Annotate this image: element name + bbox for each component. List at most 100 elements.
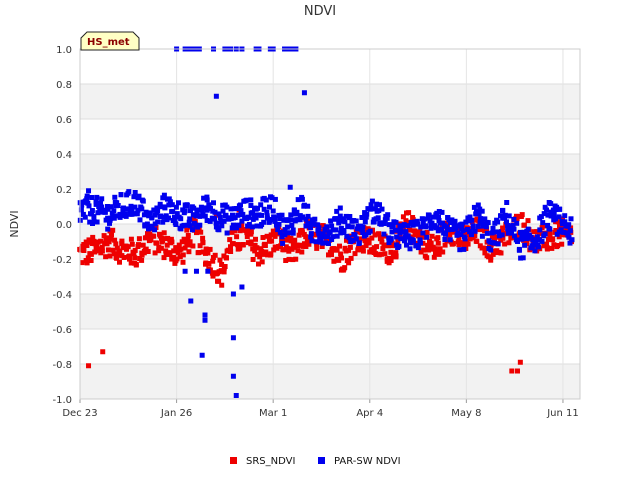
data-point — [560, 216, 565, 222]
data-point — [545, 212, 551, 218]
data-point — [308, 234, 314, 240]
data-point — [191, 220, 197, 226]
data-point — [93, 199, 99, 205]
data-point — [146, 226, 151, 232]
data-point — [346, 260, 352, 266]
data-point — [248, 197, 254, 203]
data-point — [219, 262, 225, 267]
data-point — [542, 223, 548, 229]
data-point — [167, 250, 173, 256]
data-point — [224, 230, 230, 236]
data-point — [347, 244, 353, 250]
data-point — [239, 218, 245, 224]
data-point — [117, 248, 123, 254]
plot-band — [80, 84, 580, 119]
data-point — [329, 252, 334, 258]
data-point — [315, 228, 321, 234]
data-point — [374, 244, 380, 250]
data-point — [219, 282, 225, 288]
data-point — [107, 253, 113, 259]
data-point — [142, 223, 148, 229]
data-point — [356, 240, 362, 246]
data-point — [539, 238, 545, 244]
data-point — [447, 232, 453, 238]
data-point — [376, 208, 382, 214]
data-point — [276, 212, 282, 218]
x-tick-label: Mar 1 — [259, 408, 287, 419]
data-point — [318, 237, 324, 243]
data-point — [240, 211, 246, 217]
data-point — [329, 237, 335, 242]
data-point — [420, 234, 426, 240]
data-point — [249, 224, 255, 230]
data-point — [315, 222, 321, 228]
data-point — [346, 215, 352, 221]
data-point — [186, 242, 192, 248]
data-point — [282, 237, 288, 243]
data-point — [94, 243, 99, 249]
data-point — [472, 233, 478, 239]
data-point — [436, 218, 442, 223]
data-point — [230, 222, 236, 228]
data-point — [112, 194, 118, 200]
data-point — [336, 216, 342, 222]
data-point — [435, 235, 441, 241]
data-point — [84, 196, 90, 202]
data-point — [110, 247, 116, 253]
data-point — [114, 255, 120, 261]
data-point — [166, 202, 172, 208]
data-point — [204, 218, 210, 223]
y-axis-label: NDVI — [8, 210, 21, 237]
data-point — [375, 231, 381, 237]
data-point — [346, 247, 352, 253]
data-point — [250, 257, 256, 262]
data-point — [164, 242, 170, 248]
data-point — [340, 216, 346, 222]
data-point — [166, 196, 172, 202]
outlier-point — [213, 93, 219, 99]
data-point — [309, 238, 315, 244]
data-point — [417, 240, 423, 246]
x-tick-label: Apr 4 — [356, 408, 383, 419]
data-point — [457, 247, 463, 253]
data-point — [157, 231, 162, 237]
data-point — [532, 248, 538, 254]
outlier-point — [193, 268, 199, 274]
data-point — [378, 234, 384, 240]
data-point — [91, 218, 97, 224]
data-point — [495, 219, 501, 225]
outlier-point — [301, 90, 307, 96]
data-point — [490, 225, 496, 231]
data-point — [173, 245, 179, 251]
data-point — [230, 212, 235, 218]
data-point — [305, 203, 311, 209]
data-point — [125, 244, 131, 250]
data-point — [479, 233, 485, 239]
data-point — [184, 227, 190, 233]
data-point — [482, 216, 488, 222]
data-point — [222, 264, 228, 269]
data-point — [330, 234, 336, 240]
data-point — [172, 260, 178, 266]
data-point — [369, 198, 375, 204]
data-point — [393, 227, 398, 233]
data-point — [447, 237, 453, 243]
data-point — [502, 215, 507, 221]
data-point — [272, 233, 278, 239]
data-point — [379, 239, 385, 245]
data-point — [463, 219, 469, 225]
data-point — [472, 228, 478, 234]
data-point — [403, 229, 409, 235]
data-point — [420, 220, 426, 226]
y-tick-label: 0.8 — [56, 80, 72, 91]
data-point — [196, 250, 202, 255]
data-point — [296, 232, 302, 238]
data-point — [128, 203, 134, 209]
data-point — [91, 214, 97, 220]
data-point — [449, 229, 455, 235]
data-point — [149, 215, 155, 221]
data-point — [256, 261, 261, 267]
data-point — [432, 246, 438, 252]
legend-swatch — [318, 457, 325, 464]
data-point — [541, 243, 547, 249]
